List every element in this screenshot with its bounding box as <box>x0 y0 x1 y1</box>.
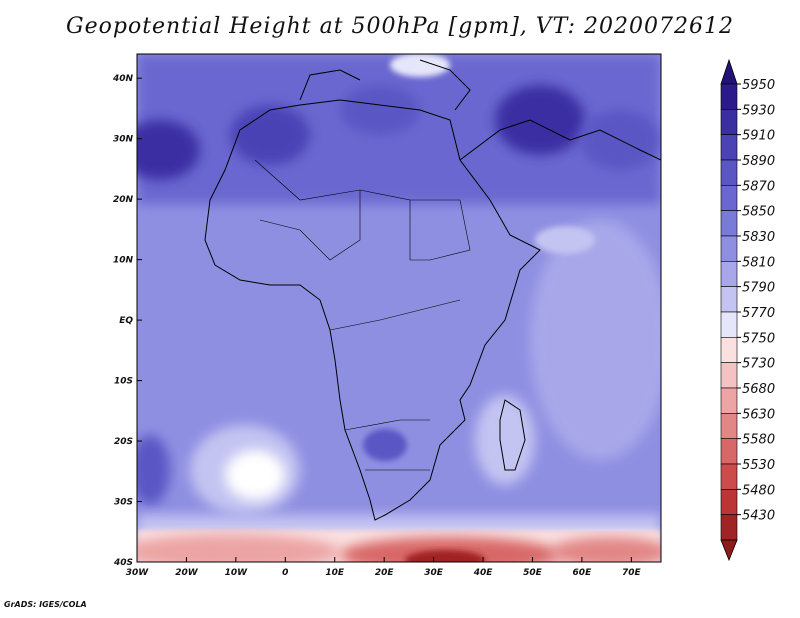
lon-tick-label: 0 <box>282 568 288 578</box>
lon-tick-label: 10W <box>225 568 249 578</box>
colorbar-swatch <box>720 311 738 338</box>
colorbar-swatch <box>720 261 738 287</box>
colorbar-swatch <box>720 362 738 389</box>
colorbar-label: 5770 <box>742 306 775 321</box>
colorbar-label: 5830 <box>742 230 775 245</box>
colorbar: 5950 5930 5910 5890 5870 5850 5830 5810 5790 5770… <box>720 58 775 562</box>
lon-tick-label: 40E <box>473 568 494 578</box>
lat-tick-label: EQ <box>119 316 133 326</box>
colorbar-label: 5750 <box>742 331 775 346</box>
colorbar-label: 5630 <box>742 407 775 422</box>
colorbar-label: 5580 <box>742 433 775 448</box>
credit-label: GrADS: IGES/COLA <box>4 600 87 609</box>
colorbar-label: 5730 <box>742 357 775 372</box>
colorbar-swatch <box>720 235 738 262</box>
colorbar-swatch <box>720 185 738 211</box>
colorbar-top-cap <box>720 58 738 85</box>
colorbar-label: 5890 <box>742 154 775 169</box>
lat-tick-label: 10S <box>114 377 133 387</box>
colorbar-swatch <box>720 134 738 161</box>
lon-tick-label: 50E <box>523 568 543 578</box>
latitude-ticks: 40N 30N 20N 10N EQ 10S 20S 30S 40S <box>112 74 142 568</box>
colorbar-label: 5530 <box>742 458 775 473</box>
lon-tick-label: 60E <box>573 568 593 578</box>
colorbar-label: 5430 <box>742 509 775 524</box>
colorbar-label: 5870 <box>742 179 775 194</box>
colorbar-label: 5950 <box>742 78 775 93</box>
colorbar-swatch <box>720 438 738 465</box>
colorbar-swatch <box>720 83 738 110</box>
lat-tick-label: 20N <box>113 195 134 205</box>
map-frame <box>136 53 662 563</box>
colorbar-swatch <box>720 514 738 541</box>
colorbar-label: 5480 <box>742 483 775 498</box>
lat-tick-label: 30S <box>114 498 133 508</box>
colorbar-label: 5790 <box>742 281 775 296</box>
colorbar-label: 5680 <box>742 382 775 397</box>
coastlines <box>204 59 661 521</box>
lon-tick-label: 30E <box>424 568 444 578</box>
colorbar-swatch <box>720 210 738 237</box>
lat-tick-label: 40N <box>112 74 134 84</box>
colorbar-label: 5810 <box>742 255 775 270</box>
colorbar-swatch <box>720 489 738 515</box>
lat-tick-label: 10N <box>113 256 134 266</box>
colorbar-swatch <box>720 413 738 439</box>
colorbar-swatch <box>720 109 738 135</box>
map-title: Geopotential Height at 500hPa [gpm], VT:… <box>66 14 734 39</box>
lon-tick-label: 30W <box>126 568 150 578</box>
height-field <box>137 54 661 562</box>
colorbar-swatch <box>720 159 738 186</box>
colorbar-label: 5850 <box>742 205 775 220</box>
colorbar-swatch <box>720 337 738 363</box>
colorbar-label: 5930 <box>742 103 775 118</box>
lon-tick-label: 70E <box>622 568 642 578</box>
lat-tick-label: 30N <box>113 135 134 145</box>
longitude-ticks: 30W 20W 10W 0 10E 20E 30E 40E 50E 60E 70E <box>126 557 642 578</box>
colorbar-swatch <box>720 463 738 490</box>
lon-tick-label: 10E <box>325 568 345 578</box>
country-borders <box>254 159 471 471</box>
colorbar-swatch <box>720 387 738 414</box>
colorbar-bottom-cap <box>720 539 738 562</box>
colorbar-label: 5910 <box>742 129 775 144</box>
lon-tick-label: 20E <box>375 568 395 578</box>
lon-tick-label: 20W <box>175 568 199 578</box>
lat-tick-label: 20S <box>114 437 133 447</box>
lat-tick-label: 40S <box>113 558 133 568</box>
colorbar-swatch <box>720 286 738 313</box>
